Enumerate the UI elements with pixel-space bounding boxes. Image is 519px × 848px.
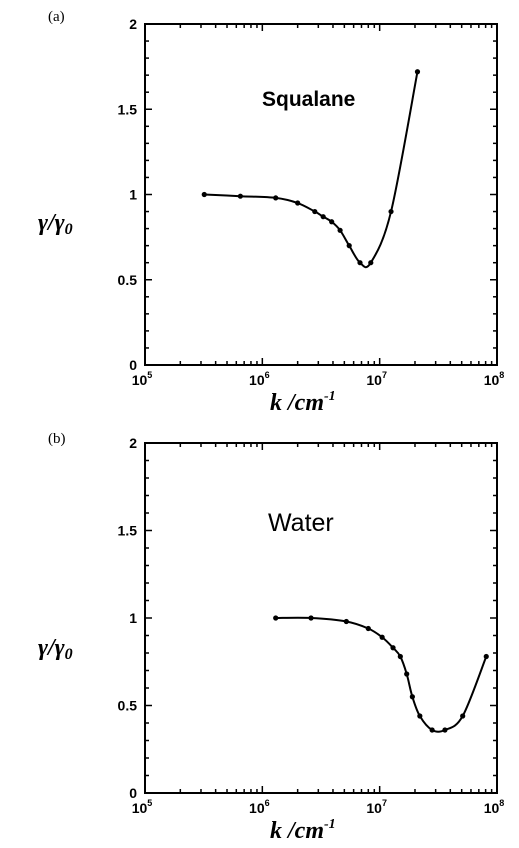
panel-b-y-axis-label: γ/γ0 [38,635,73,663]
panel-b-xtick-label-exponent: 5 [147,798,152,808]
panel-a-data-point [320,214,326,220]
panel-a-x-tick-labels: 105 106 107 108 [132,370,505,388]
panel-b-xtick-label-base: 10 [484,800,500,816]
panel-a-ytick-label: 1 [129,187,137,203]
panel-a-ticks [144,23,497,366]
panel-b-xtick-label-exponent: 7 [382,798,387,808]
panel-b-series [273,615,489,733]
panel-b-ytick-label: 1 [129,610,137,626]
panel-a-data-point [201,191,207,198]
panel-a-xtick-label-exponent: 7 [382,370,387,380]
panel-a-xtick-label-base: 10 [249,372,265,388]
panel-a-y-axis-label: γ/γ0 [38,210,73,238]
panel-a-y-tick-labels: 0 0.5 1 1.5 2 [118,16,138,373]
panel-a-data-point [346,243,352,249]
panel-a-x-axis-label: k /cm-1 [270,389,336,416]
panel-a-xtick-label: 105 [132,370,153,388]
panel-a-xtick-label-exponent: 5 [147,370,152,380]
panel-a-data-point [329,219,335,225]
panel-a-data-point [273,195,279,201]
panel-b-x-axis-label: k /cm-1 [270,817,336,844]
panel-b-xtick-label: 106 [249,798,270,816]
panel-b-data-point [460,713,466,719]
panel-b-data-point [308,615,314,621]
panel-a-ytick-label: 0 [129,357,137,373]
panel-a-xtick-label-base: 10 [132,372,148,388]
panel-b-xtick-label-base: 10 [366,800,382,816]
panel-b-data-point [442,727,448,733]
panel-b-xtick-label-exponent: 6 [265,798,270,808]
panel-a-y-axis-label-subscript: 0 [65,221,73,238]
panel-b-data-point [365,625,371,632]
panel-b-series-line [275,616,488,733]
panel-b-xtick-label: 108 [484,798,505,816]
panel-a-xtick-label: 107 [366,370,387,388]
panel-b-data-point [379,634,385,640]
panel-b-ytick-label: 0.5 [118,698,138,714]
panel-a-data-point [414,69,421,75]
panel-b-x-axis-label-exponent: -1 [324,817,336,832]
panel-a-xtick-label-base: 10 [484,372,500,388]
panel-b-data-point [273,615,279,621]
panel-b-ticks [144,442,497,794]
panel-b-data-point [483,653,489,660]
panel-a-data-point [357,260,363,266]
panel-a-x-axis-label-exponent: -1 [324,389,336,404]
panel-b-data-point [343,618,349,625]
panel-b-xtick-label-base: 10 [132,800,148,816]
panel-a-xtick-label: 106 [249,370,270,388]
panel-b-xtick-label-base: 10 [249,800,265,816]
panel-b-xtick-label-exponent: 8 [499,798,504,808]
panel-b-data-point [417,713,423,719]
panel-b-y-axis-label-subscript: 0 [65,646,73,663]
panel-a-title: Squalane [262,88,355,111]
panel-b-ytick-label: 1.5 [118,523,138,539]
panel-a-x-axis-label-main: k /cm [270,390,324,416]
panel-b-data-point [429,727,435,733]
panel-b-y-axis-label-main: γ/γ [38,635,65,661]
panel-a-data-point [295,200,301,206]
panel-b-y-tick-labels: 0 0.5 1 1.5 2 [118,435,138,801]
panel-b-label: (b) [48,431,66,447]
panel-a-xtick-label-exponent: 6 [265,370,270,380]
panel-b-x-tick-labels: 105 106 107 108 [132,798,505,816]
panel-b-title: Water [268,509,334,537]
panel-b-data-point [404,671,410,677]
panel-a-data-point [337,227,343,233]
panel-b-x-axis-label-main: k /cm [270,818,324,844]
panel-b-data-point [397,653,403,660]
panel-a-xtick-label-exponent: 8 [499,370,504,380]
panel-a-data-point [368,260,374,266]
panel-a-data-point [312,208,318,215]
panel-a-data-point [237,193,243,199]
panel-a-xtick-label: 108 [484,370,505,388]
panel-a-plot-frame [144,23,498,366]
panel-b-xtick-label: 107 [366,798,387,816]
panel-a-series [201,69,421,269]
panel-a-y-axis-label-main: γ/γ [38,210,65,236]
panel-a-ytick-label: 0.5 [118,272,138,288]
panel-a-xtick-label-base: 10 [366,372,382,388]
panel-a: (a) Squalane 00.511.52 105 106 107 108 γ/γ0… [38,9,504,416]
panel-b-ytick-label: 2 [129,435,137,451]
panel-b-ytick-label: 0 [129,785,137,801]
panel-a-ytick-label: 1.5 [118,101,138,117]
panel-b-data-point [409,694,415,700]
panel-a-label: (a) [48,9,65,25]
panel-a-data-point [388,208,394,215]
panel-b-xtick-label: 105 [132,798,153,816]
panel-b-data-point [390,645,396,651]
panel-b: (b) Water 00.511.52 105 106 107 108 γ/γ0 k … [38,431,504,844]
panel-a-ytick-label: 2 [129,16,137,32]
